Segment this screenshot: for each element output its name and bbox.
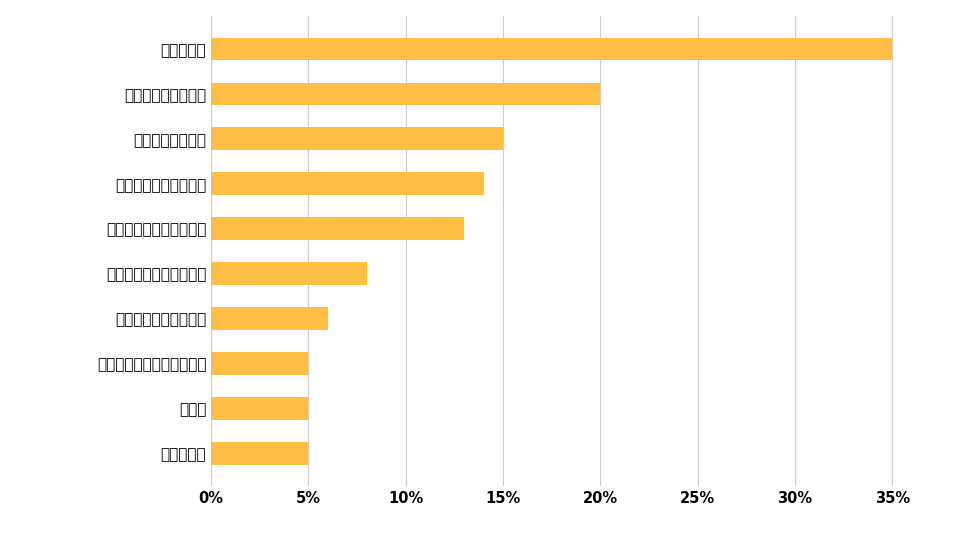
Bar bbox=[211, 397, 308, 420]
Bar bbox=[211, 262, 367, 285]
Bar bbox=[211, 38, 892, 60]
Bar bbox=[211, 352, 308, 375]
Bar bbox=[211, 127, 503, 150]
Bar bbox=[211, 172, 484, 195]
Bar bbox=[211, 307, 328, 330]
Bar bbox=[211, 218, 465, 240]
Bar bbox=[211, 442, 308, 464]
Bar bbox=[211, 83, 600, 105]
